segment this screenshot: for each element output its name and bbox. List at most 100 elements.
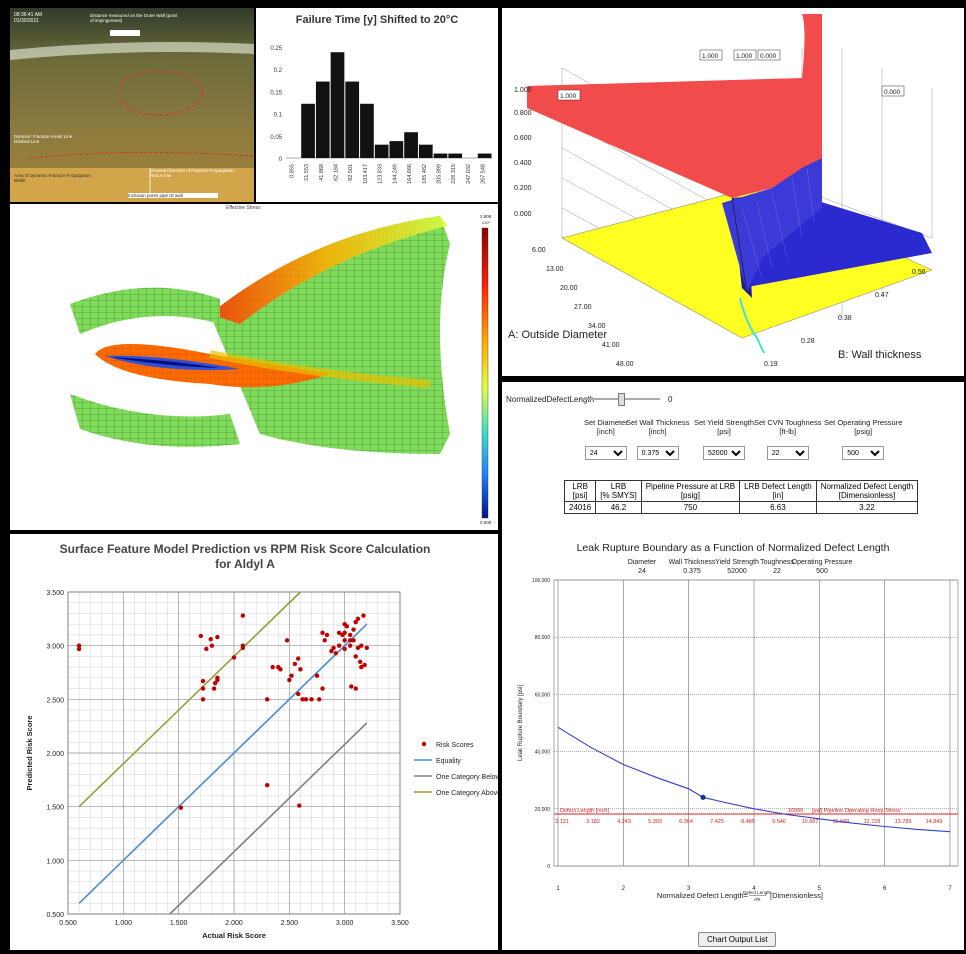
param-value: 24 [638,568,646,575]
control-select[interactable]: 22 [766,446,809,460]
x-tick-label: 1.500 [170,920,188,927]
series-line [78,591,301,808]
data-point [357,659,363,664]
hist-bar [448,153,463,158]
hist-xtick-label: 41.868 [319,164,325,181]
series-line [78,623,368,904]
data-point [270,664,275,670]
data-point [320,630,325,635]
x-tick-label: 3.500 [391,920,409,927]
defect-tick-label: 4.243 [617,819,631,825]
data-point [215,675,220,681]
lrb-chart: Diameter Wall Thickness Yield Strength Toug… [518,559,959,902]
control-select[interactable]: 52000 [703,446,746,460]
hist-bar [477,153,492,158]
data-point [320,686,325,691]
colorbar-max-exp: x10² [482,220,490,225]
control-label: Set Wall Thickness [626,418,690,427]
control-select[interactable]: 500 [842,446,885,460]
hist-xtick-label: 267.548 [481,164,487,184]
y-tick-label: 20,000 [535,807,551,813]
histogram-title: Failure Time [y] Shifted to 20°C [295,14,459,26]
hist-xtick-label: 62.184 [334,164,340,181]
control-label: Set CVN Toughness [754,418,822,427]
lrb-marker [700,794,706,800]
z-tick-label: 0.400 [514,160,532,167]
op-value-label: 16000 [788,808,803,814]
defect-tick-label: 13.789 [895,819,912,825]
y-tick-label: 0.28 [801,338,815,345]
param-header: Yield Strength [715,559,759,566]
hist-bar [418,144,433,158]
data-point [351,627,356,632]
photo-label-area: Area of Dynamic Fracture Propagation, Br… [14,173,93,183]
x-tick-label: 2.500 [281,920,299,927]
param-header: Diameter [628,559,657,566]
data-point [355,645,361,651]
hist-bar [433,153,448,158]
x-frac-numerator: Defect Length [743,890,772,895]
hist-ytick-label: 0.05 [270,135,282,141]
y-tick-label: 0.19 [764,361,778,368]
lrb-chart-title: Leak Rupture Boundary as a Function of N… [576,542,890,554]
data-point [76,646,82,652]
hist-bar [301,103,315,158]
scatter-title: Surface Feature Model Prediction vs RPM … [59,542,431,571]
legend-label: Risk Scores [436,742,474,749]
param-value: 0.375 [683,568,701,575]
hist-xtick-label: 247.032 [466,164,472,184]
plot-frame [67,591,401,915]
legend-label: One Category Above [436,790,498,797]
hist-xtick-label: 21.553 [304,164,310,181]
y-tick-label: 0.47 [875,292,889,299]
x-tick-label: 0.500 [59,920,77,927]
photo-label-distance: Distance measured on the Outer Wall (poi… [90,13,178,23]
data-point [364,645,369,651]
defect-tick-label: 2.121 [555,819,569,825]
data-point [303,697,309,702]
data-point [314,673,320,678]
photo-label-direction: General Direction of Fracture Propagatio… [150,168,235,178]
hist-ytick-label: 0 [279,157,283,163]
data-point [284,638,290,643]
data-point [265,783,270,788]
data-point [231,655,237,660]
data-point [178,805,184,810]
y-tick-label: 0.38 [838,315,852,322]
hist-ytick-label: 0.15 [270,90,282,96]
control-group: Set Wall Thickness [inch] 0.375 [626,418,689,460]
data-point [329,648,334,654]
table-cell: 46.2 [595,501,642,514]
data-point [278,667,283,672]
data-point [300,697,305,702]
chart-output-list-button[interactable]: Chart Output List [698,932,777,947]
x-tick-label: 34.00 [588,323,606,330]
control-select[interactable]: 24 [584,446,627,460]
hist-bar [404,132,418,158]
fea-title: Effective Stress [226,205,261,211]
data-point [289,673,294,678]
z-tick-label: 1.000 [514,87,532,94]
data-point [344,624,350,629]
fea-panel: Effective Stress [10,204,498,530]
hist-xtick-label: 0.855 [289,164,295,178]
defect-tick-label: 10.607 [802,819,819,825]
x-tick-label: 4 [752,886,756,892]
data-point [322,638,327,643]
hist-bar [315,81,330,158]
defect-length-slider-handle[interactable] [618,393,625,406]
data-point [292,661,298,667]
z-tick-label: 0.000 [514,211,532,218]
control-unit: [inch] [596,427,615,436]
z-tick-label: 0.800 [514,110,532,117]
hist-xtick-label: 226.315 [451,164,457,184]
data-point [211,686,217,691]
param-value: 52000 [727,568,747,575]
control-select[interactable]: 0.375 [636,446,679,460]
hist-ytick-label: 0.1 [274,113,283,119]
data-point [200,686,206,691]
control-group: Set CVN Toughness [ft-lb] 22 [754,418,821,460]
param-value: 22 [773,568,781,575]
y-tick-label: 100,000 [532,578,550,584]
value-flag: 1.000 [560,93,577,100]
